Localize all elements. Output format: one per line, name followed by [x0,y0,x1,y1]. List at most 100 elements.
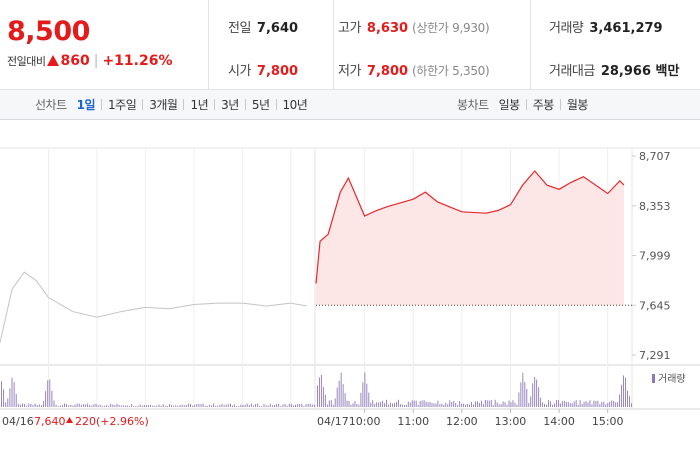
volume-bar [101,405,103,407]
period-tab[interactable]: 1일 [76,98,96,112]
volume-bar [443,404,445,407]
volume-bar [274,404,275,407]
volume-bar [609,401,611,407]
line-chart-periods: 선차트 1일 1주일 3개월 1년 3년 5년 10년 [35,96,308,113]
volume-bar [162,404,164,407]
period-tab[interactable]: 일봉 [498,98,521,112]
volume-bar [346,400,348,407]
volume-bar [301,403,303,407]
period-tab[interactable]: 1주일 [108,98,137,112]
volume-bar [478,402,480,407]
volume-bar [198,403,200,407]
volume-bar [431,403,433,407]
volume-bar [374,403,376,407]
volume-bar [378,402,380,407]
volume-bar [512,400,514,407]
volume-bar [259,405,261,407]
volume-bar [320,374,322,407]
volume-bar [164,405,166,407]
high-cell: 고가 8,630 (상한가 9,930) [338,17,490,36]
volume-bar [9,388,11,407]
volume-bar [51,390,53,407]
volume-bar [542,402,544,407]
period-tab[interactable]: 3년 [221,98,239,112]
period-tab[interactable]: 10년 [282,98,308,112]
volume-bar [179,405,181,407]
period-tab[interactable]: 월봉 [566,98,589,112]
volume-bar [516,404,518,407]
volume-bar [22,403,23,407]
volume-bar [253,405,254,407]
volume-legend-swatch [652,374,655,383]
volume-bar [66,404,68,407]
volume-bar [299,404,301,407]
volume-bar [362,382,364,407]
period-tab[interactable]: 3개월 [149,98,178,112]
volume-bar [399,404,401,407]
volume-bar [175,405,177,407]
high-value: 8,630 [366,21,409,36]
volume-bar [261,406,263,407]
volume-bar [99,404,101,407]
volume-bar [269,403,271,407]
volume-bar [148,405,149,407]
candle-chart-title: 봉차트 [457,98,489,112]
volume-bar [376,402,378,407]
volume-bar [631,403,632,407]
volume-bar [200,404,202,407]
period-tab[interactable]: 주봉 [532,98,555,112]
volume-bar [595,400,597,407]
volume-bar [455,402,457,407]
volume-bar [534,376,536,407]
volume-bar [340,372,342,407]
volume-bar [280,406,282,407]
volume-bar [465,404,467,407]
volume-bar [388,404,389,407]
change-percent: +11.26% [102,53,173,69]
volume-bar [173,405,175,407]
volume-bar [70,404,72,407]
quote-panel: 8,500 전일대비 860 | +11.26% 전일 7,640 시가 7,800 고가… [0,0,700,90]
volume-value: 3,461,279 [589,21,663,36]
volume-bar [591,404,593,407]
volume-bar [480,400,482,407]
volume-bar [601,402,603,407]
volume-bar [561,401,563,407]
period-tab[interactable]: 1년 [190,98,209,112]
volume-bar [43,401,44,407]
volume-bar [307,403,309,407]
volume-bar [423,400,425,407]
volume-bar [476,401,478,407]
volume-bar [40,405,42,407]
volume-bar [453,400,455,407]
prev-day-change: 220 [75,415,96,428]
volume-bar [469,404,470,407]
volume-bar [569,403,571,407]
volume-bar [484,399,486,407]
volume-bar [64,403,65,407]
upper-limit: (상한가 9,930) [412,21,490,35]
volume-bar [322,386,324,407]
volume-bar [202,403,204,407]
volume-bar [236,405,238,407]
volume-bar [366,383,368,407]
volume-bar [53,400,55,407]
period-tab[interactable]: 5년 [251,98,270,112]
volume-bar [68,405,70,407]
volume-bar [219,404,221,407]
volume-bar [55,404,57,407]
volume-bar [401,404,403,407]
volume-bar [59,405,61,407]
volume-bar [225,404,227,407]
volume-bar [536,379,538,407]
volume-bar [305,404,307,407]
volume-bar [496,402,498,407]
divider [525,99,527,110]
volume-bar [619,394,621,407]
volume-bar [110,403,112,407]
volume-bar [457,405,459,407]
volume-bar [625,377,626,407]
volume-bar [82,404,84,407]
divider [244,99,246,110]
volume-bar [550,401,551,407]
